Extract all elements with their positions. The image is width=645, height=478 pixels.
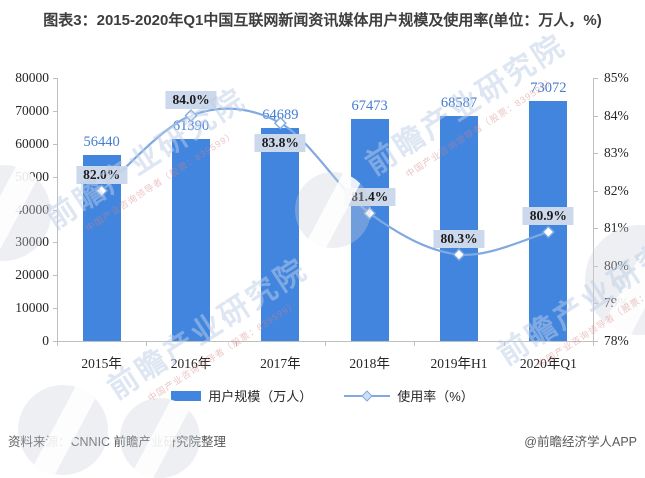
legend-item-usage-rate: 使用率（%） (344, 386, 474, 405)
y-axis-label-right: 79% (604, 295, 629, 311)
rate-label: 82.0% (76, 165, 128, 184)
bar (172, 139, 210, 341)
line-series-swatch (344, 389, 391, 402)
y-axis-label-right: 83% (604, 145, 629, 161)
axis-tick (53, 308, 57, 310)
axis-line (593, 78, 594, 341)
axis-tick (594, 153, 598, 155)
y-axis-label-right: 81% (604, 220, 629, 236)
y-axis-label-right: 84% (604, 107, 629, 123)
axis-tick (594, 190, 598, 192)
x-axis-label: 2019年H1 (430, 356, 488, 371)
y-axis-label-left: 0 (42, 333, 49, 348)
axis-line (57, 341, 594, 342)
x-axis-label: 2018年 (349, 356, 390, 371)
x-axis-label: 2016年 (170, 356, 212, 371)
y-axis-label-right: 85% (604, 70, 629, 85)
chart-title: 图表3：2015-2020年Q1中国互联网新闻资讯媒体用户规模及使用率(单位：万… (43, 12, 602, 29)
axis-tick (593, 342, 594, 346)
axis-tick (594, 303, 598, 305)
axis-tick (53, 242, 57, 244)
y-axis-label-left: 30000 (15, 234, 49, 250)
bar-value-label: 68587 (440, 94, 478, 111)
combo-chart-plot-area: 0 10000 20000 30000 40000 50000 60000 70000 8000… (0, 60, 645, 380)
bar-value-label: 73072 (530, 79, 567, 96)
legend-label: 用户规模（万人） (208, 389, 313, 404)
legend-label: 使用率（%） (397, 389, 474, 404)
axis-tick (594, 265, 598, 267)
bar (440, 115, 478, 341)
axis-tick (53, 209, 57, 211)
bar-value-label: 56440 (83, 134, 120, 151)
axis-tick (53, 275, 57, 277)
axis-tick (414, 342, 416, 346)
bar-value-label: 61390 (172, 118, 210, 135)
y-axis-label-right: 80% (604, 257, 629, 273)
bar (350, 119, 389, 341)
bar-series-swatch (171, 390, 202, 401)
axis-tick (594, 78, 598, 79)
diamond-marker-icon (361, 389, 373, 402)
rate-label: 83.8% (254, 134, 306, 153)
y-axis-label-left: 60000 (15, 135, 49, 151)
y-axis-label-left: 10000 (15, 300, 49, 316)
bar-value-label: 64689 (262, 107, 299, 124)
axis-tick (53, 341, 57, 342)
chart-legend: 用户规模（万人） 使用率（%） (0, 386, 645, 405)
bar (261, 128, 300, 341)
bar-value-label: 67473 (351, 98, 388, 115)
y-axis-label-left: 80000 (15, 70, 49, 85)
axis-tick (57, 342, 58, 346)
axis-tick (53, 110, 57, 112)
axis-tick (53, 176, 57, 178)
y-axis-label-left: 40000 (15, 201, 49, 217)
axis-tick (503, 342, 505, 346)
axis-tick (146, 342, 148, 346)
data-source-text: 资料来源：CNNIC 前瞻产业研究院整理 (8, 435, 227, 449)
y-axis-label-left: 50000 (15, 168, 49, 184)
axis-line (57, 78, 58, 341)
x-axis-label: 2017年 (260, 356, 301, 371)
axis-tick (53, 143, 57, 145)
legend-item-user-scale: 用户规模（万人） (171, 386, 312, 405)
rate-label: 84.0% (165, 90, 217, 109)
rate-label: 80.9% (522, 207, 574, 226)
rate-label: 81.4% (344, 188, 396, 207)
y-axis-label-right: 82% (604, 182, 629, 198)
y-axis-label-right: 78% (604, 333, 629, 348)
y-axis-label-left: 20000 (15, 267, 49, 283)
x-axis-label: 2015年 (81, 356, 122, 371)
axis-tick (53, 78, 57, 79)
axis-tick (594, 341, 598, 342)
axis-tick (235, 342, 237, 346)
axis-tick (594, 115, 598, 117)
rate-label: 80.3% (433, 229, 485, 248)
y-axis-label-left: 70000 (15, 102, 49, 118)
axis-tick (594, 228, 598, 230)
x-axis-label: 2020年Q1 (519, 356, 577, 371)
credit-text: @前瞻经济学人APP (524, 435, 637, 449)
axis-tick (325, 342, 326, 346)
